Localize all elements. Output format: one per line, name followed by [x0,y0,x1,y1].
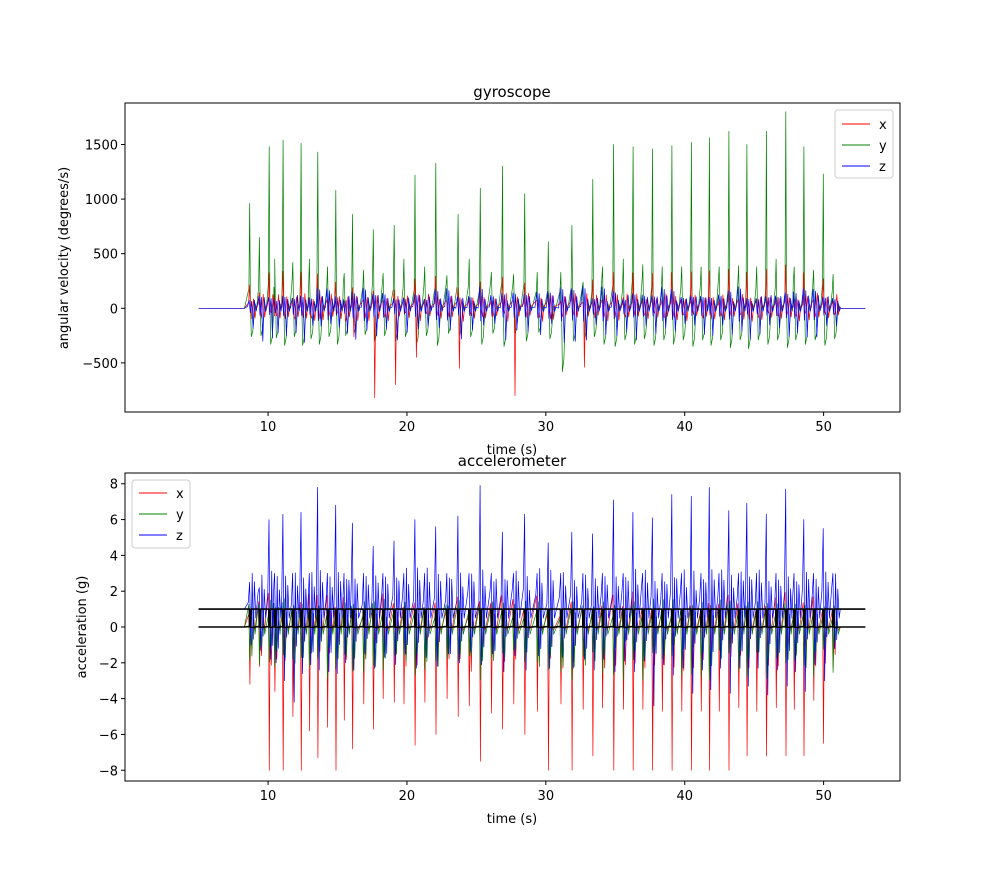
gyroscope-x-tick-label: 30 [538,420,555,435]
gyroscope-axes-frame [124,102,901,413]
gyroscope-title: gyroscope [473,83,550,101]
gyroscope-legend-y-label: y [879,139,887,154]
gyroscope-y-ticks: −500 0 500 1000 1500 [82,138,125,372]
gyroscope-x-tick-label: 50 [815,420,832,435]
accelerometer-x-tick-label: 10 [260,789,277,804]
gyroscope-y-tick-label: 1000 [85,193,118,208]
gyroscope-x-tick-label: 20 [399,420,416,435]
accelerometer-x-ticks: 10 20 30 40 50 [260,781,832,804]
gyroscope-y-tick-label: 500 [93,248,118,263]
gyroscope-y-tick-label: −500 [82,357,118,372]
accelerometer-y-tick-label: 8 [110,478,118,493]
accelerometer-title: accelerometer [458,452,567,470]
gyroscope-x-tick-label: 40 [676,420,693,435]
gyroscope-y-tick-label: 0 [110,302,118,317]
gyroscope-axes-background [125,103,900,412]
accelerometer-y-tick-label: 6 [110,514,118,529]
accelerometer-y-tick-label: 2 [110,585,118,600]
accelerometer-chart: accelerometer 10 20 30 40 50 −8 −6 −4 −2 0 2 4 6 8 t… [75,452,901,827]
accelerometer-baseline-zero [198,625,866,629]
gyroscope-x-tick-label: 10 [260,420,277,435]
accelerometer-y-tick-label: −2 [99,657,118,672]
accelerometer-x-tick-label: 30 [538,789,555,804]
accelerometer-x-tick-label: 50 [815,789,832,804]
accelerometer-x-tick-label: 40 [676,789,693,804]
accelerometer-y-tick-label: 0 [110,621,118,636]
accelerometer-x-tick-label: 20 [399,789,416,804]
accelerometer-legend-y-label: y [176,508,184,523]
gyroscope-legend-box [834,109,894,179]
gyroscope-y-axis-label: angular velocity (degrees/s) [57,167,72,349]
accelerometer-legend-x-label: x [176,487,184,502]
gyroscope-x-axis-label: time (s) [487,443,537,458]
gyroscope-x-ticks: 10 20 30 40 50 [260,412,832,435]
accelerometer-y-tick-label: −6 [99,728,118,743]
accelerometer-baseline-high [198,608,866,628]
gyroscope-series [198,111,866,399]
gyroscope-y-tick-label: 1500 [85,138,118,153]
accelerometer-y-axis-label: acceleration (g) [75,576,90,679]
accelerometer-series-y-line [198,598,866,681]
accelerometer-legend: x y z [131,479,191,549]
accelerometer-legend-z-label: z [176,529,183,544]
accelerometer-y-tick-label: −8 [99,764,118,779]
gyroscope-chart: gyroscope 10 20 30 40 50 −500 0 500 1000 1500 ti… [57,83,901,458]
accelerometer-y-tick-label: 4 [110,549,118,564]
accelerometer-y-ticks: −8 −6 −4 −2 0 2 4 6 8 [99,478,125,779]
gyroscope-legend-x-label: x [879,118,887,133]
accelerometer-y-tick-label: −4 [99,693,118,708]
gyroscope-series-z-line [198,286,866,343]
accelerometer-series [198,485,866,771]
gyroscope-legend-z-label: z [879,160,886,175]
gyroscope-legend: x y z [834,109,894,179]
accelerometer-x-axis-label: time (s) [487,812,537,827]
